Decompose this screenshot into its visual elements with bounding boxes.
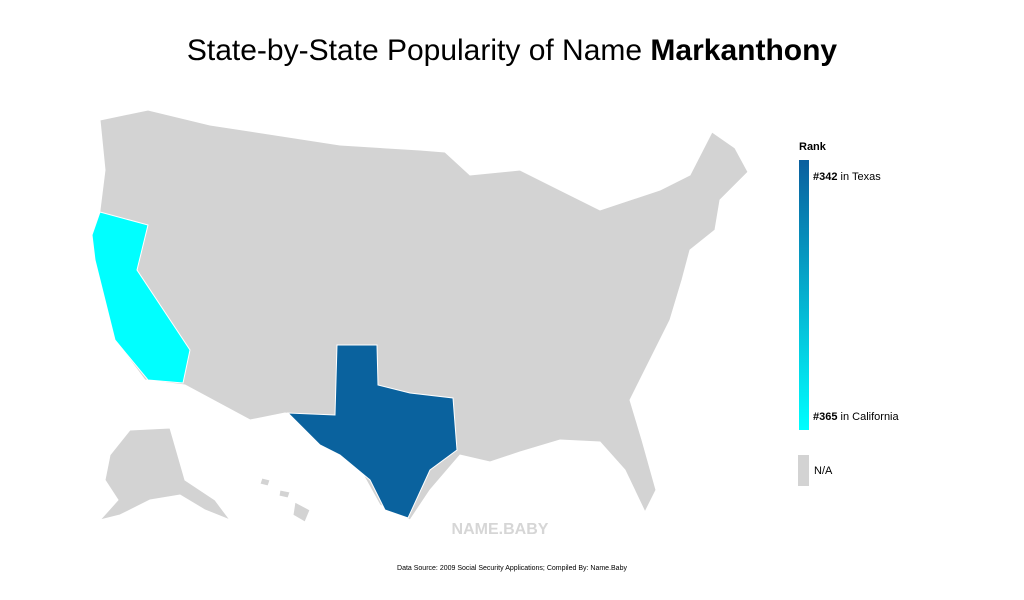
alaska xyxy=(98,427,232,522)
legend-gradient xyxy=(799,160,809,430)
map xyxy=(91,109,749,523)
na-swatch xyxy=(798,455,809,486)
california xyxy=(91,211,191,384)
title: State-by-State Popularity of Name Markan… xyxy=(187,34,838,67)
footer: Data Source: 2009 Social Security Applic… xyxy=(397,565,627,572)
legend: Rank #342 in Texas #365 in California N/… xyxy=(798,141,900,486)
us-lower-48 xyxy=(92,109,749,521)
na-label: N/A xyxy=(814,465,833,477)
watermark: NAME.BABY xyxy=(452,521,549,538)
legend-item: #365 in California xyxy=(813,411,900,423)
legend-title: Rank xyxy=(799,141,827,153)
hawaii xyxy=(259,477,311,523)
texas xyxy=(286,344,458,519)
legend-item: #342 in Texas xyxy=(813,171,881,183)
